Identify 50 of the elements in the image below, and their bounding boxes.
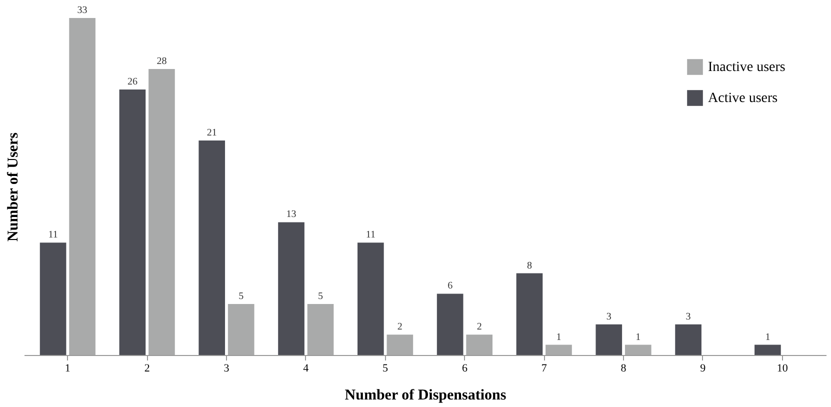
data-label: 5 xyxy=(318,290,324,302)
bar xyxy=(148,69,175,355)
x-tick-label: 1 xyxy=(64,362,70,374)
y-axis-title: Number of Users xyxy=(6,132,22,242)
bar xyxy=(596,324,622,355)
x-tick-label: 5 xyxy=(382,362,389,374)
data-label: 33 xyxy=(77,5,88,16)
bar xyxy=(69,18,96,355)
data-label: 13 xyxy=(286,209,296,220)
data-label: 21 xyxy=(206,128,217,139)
bar xyxy=(358,242,384,355)
data-label: 2 xyxy=(476,322,482,333)
x-tick-label: 9 xyxy=(700,362,706,374)
bar xyxy=(40,242,66,355)
legend-label: Active users xyxy=(708,91,778,106)
x-tick-label: 7 xyxy=(541,362,548,374)
bar xyxy=(436,294,464,355)
x-tick-label: 10 xyxy=(776,362,788,374)
data-label: 2 xyxy=(397,322,402,333)
x-tick-label: 6 xyxy=(462,362,468,374)
bar xyxy=(307,304,334,355)
bar xyxy=(675,324,702,355)
bar xyxy=(624,344,652,355)
bar xyxy=(228,304,254,355)
bar xyxy=(546,344,572,355)
data-label: 11 xyxy=(48,230,58,241)
bar xyxy=(516,273,543,355)
data-label: 1 xyxy=(556,332,562,343)
x-tick-label: 2 xyxy=(144,362,150,374)
data-label: 5 xyxy=(238,290,244,302)
x-axis-title: Number of Dispensations xyxy=(344,388,506,404)
x-tick-label: 3 xyxy=(224,362,230,374)
bar xyxy=(119,89,146,355)
legend-label: Inactive users xyxy=(708,60,786,75)
data-label: 8 xyxy=(526,260,532,272)
bar xyxy=(754,344,781,355)
data-label: 3 xyxy=(606,311,612,322)
data-label: 1 xyxy=(765,332,770,343)
bar xyxy=(386,334,414,355)
data-label: 26 xyxy=(127,76,138,88)
data-label: 6 xyxy=(448,280,453,292)
data-label: 3 xyxy=(686,311,691,322)
bar xyxy=(278,222,304,355)
data-label: 1 xyxy=(636,332,641,343)
data-label: 11 xyxy=(366,230,376,241)
x-tick-label: 8 xyxy=(620,362,627,374)
data-label: 28 xyxy=(156,56,167,68)
bar xyxy=(198,140,226,355)
x-tick-label: 4 xyxy=(303,362,310,374)
bar xyxy=(466,334,492,355)
